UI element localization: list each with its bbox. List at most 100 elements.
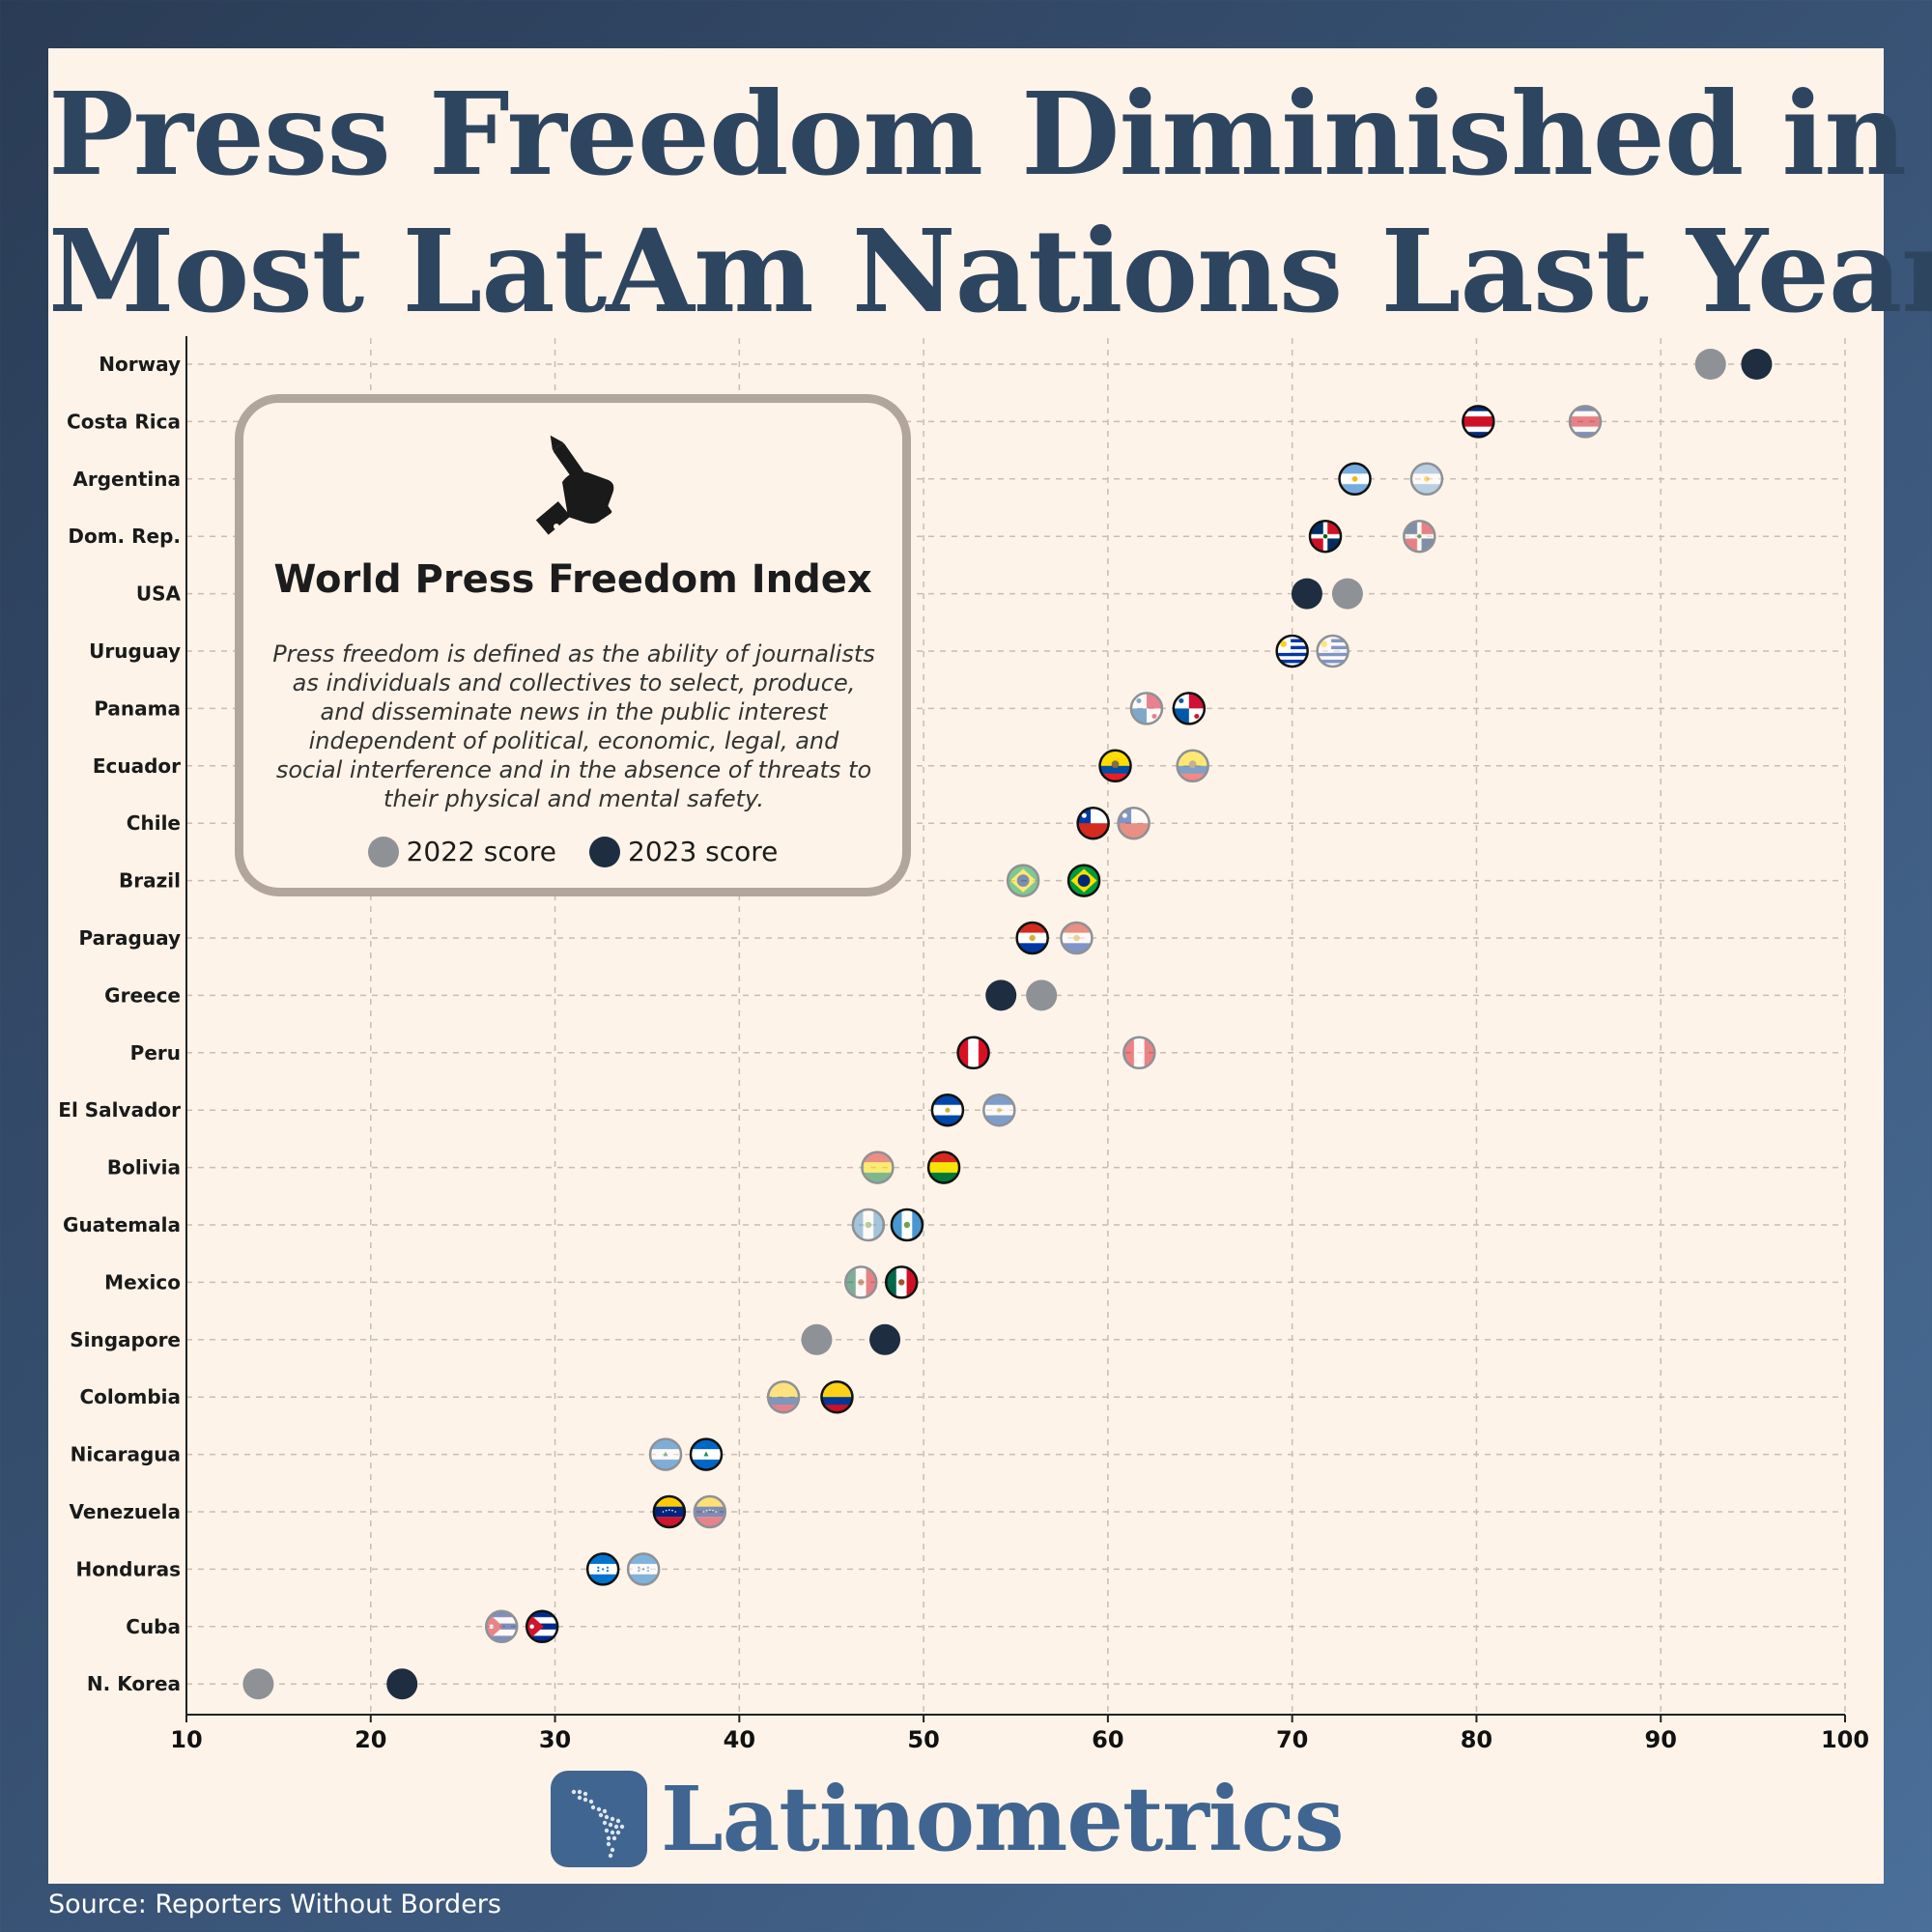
x-tick-label: 10 <box>170 1726 202 1753</box>
axes: 10 20 30 40 50 60 70 80 90 100 <box>170 336 1869 1753</box>
point-2022 <box>1409 462 1444 497</box>
country-label: Brazil <box>119 869 181 893</box>
point-2023 <box>985 980 1017 1011</box>
point-2022 <box>1316 634 1350 668</box>
legend: 2022 score 2023 score <box>243 836 902 867</box>
legend-swatch-2023 <box>589 836 620 867</box>
point-2022 <box>1568 405 1603 439</box>
point-2023 <box>820 1379 854 1414</box>
country-label: N. Korea <box>87 1672 181 1695</box>
country-label: Mexico <box>104 1270 181 1293</box>
point-2022 <box>1026 980 1058 1011</box>
country-label: Argentina <box>72 468 181 491</box>
point-2022 <box>861 1151 895 1184</box>
point-2022 <box>693 1494 727 1529</box>
point-2023 <box>1338 462 1372 497</box>
country-label: Uruguay <box>89 639 181 663</box>
point-2022 <box>1006 864 1040 897</box>
chart-title-line-1: Press Freedom Diminished in <box>48 67 1907 201</box>
point-2023 <box>1098 749 1132 783</box>
country-label: Chile <box>127 811 181 835</box>
country-label: Dom. Rep. <box>68 525 181 548</box>
point-2022 <box>1117 806 1151 840</box>
country-label: Venezuela <box>69 1500 181 1523</box>
point-2023 <box>890 1208 924 1242</box>
country-label: Peru <box>130 1041 181 1065</box>
point-2022 <box>766 1379 801 1414</box>
point-2022 <box>1176 749 1209 783</box>
x-tick-label: 30 <box>539 1726 571 1753</box>
point-2022 <box>982 1093 1016 1127</box>
x-tick-label: 50 <box>907 1726 939 1753</box>
country-label: Bolivia <box>107 1156 181 1179</box>
x-tick-label: 90 <box>1645 1726 1677 1753</box>
point-2022 <box>801 1323 833 1355</box>
background-panel <box>48 48 1884 1884</box>
chart-title-line-2: Most LatAm Nations Last Year <box>48 204 1932 338</box>
point-2022 <box>843 1265 878 1299</box>
info-box-description: Press freedom is defined as the ability … <box>272 640 875 812</box>
legend-swatch-2022 <box>367 836 399 867</box>
country-label: USA <box>136 582 182 606</box>
x-tick-label: 100 <box>1821 1726 1869 1753</box>
latam-map-logo-icon <box>551 1771 647 1867</box>
country-label: Nicaragua <box>71 1443 181 1466</box>
legend-label-2023: 2023 score <box>628 836 779 867</box>
country-label: Costa Rica <box>67 410 181 433</box>
point-2023 <box>1308 519 1343 554</box>
legend-item-2023: 2023 score <box>589 836 778 867</box>
country-label: Paraguay <box>79 926 181 950</box>
legend-label-2022: 2022 score <box>406 836 556 867</box>
x-tick-label: 80 <box>1461 1726 1492 1753</box>
country-label: Colombia <box>79 1385 181 1408</box>
country-label: Cuba <box>126 1615 181 1638</box>
point-2023 <box>1462 405 1495 439</box>
country-label: El Salvador <box>58 1098 181 1122</box>
point-2022 <box>484 1609 519 1644</box>
x-tick-label: 60 <box>1092 1726 1123 1753</box>
x-tick-label: 20 <box>355 1726 386 1753</box>
point-2023 <box>652 1494 687 1529</box>
point-2022 <box>1331 578 1363 610</box>
country-label: Panama <box>94 696 181 720</box>
x-tick-label: 40 <box>724 1726 755 1753</box>
country-labels: Norway Costa Rica Argentina Dom. Rep. USA Uru… <box>58 353 181 1695</box>
point-2022 <box>648 1437 683 1471</box>
point-2023 <box>1076 806 1110 840</box>
point-2023 <box>1172 692 1207 725</box>
point-2023 <box>1275 634 1309 668</box>
point-2023 <box>884 1265 919 1299</box>
country-label: Singapore <box>70 1328 181 1351</box>
country-label: Ecuador <box>93 754 181 778</box>
point-2022 <box>1129 692 1164 725</box>
point-2023 <box>525 1609 559 1644</box>
point-2023 <box>930 1093 965 1127</box>
point-2023 <box>1291 578 1322 610</box>
brand: Latinometrics <box>551 1766 1381 1872</box>
point-2023 <box>1066 864 1101 897</box>
country-label: Greece <box>104 983 181 1007</box>
point-2022 <box>1060 921 1094 955</box>
point-2023 <box>926 1151 961 1184</box>
point-2023 <box>956 1036 990 1070</box>
country-label: Guatemala <box>63 1213 181 1236</box>
point-2023 <box>585 1552 620 1586</box>
point-2022 <box>242 1668 274 1700</box>
legend-item-2022: 2022 score <box>367 836 556 867</box>
point-2022 <box>851 1208 886 1242</box>
point-2023 <box>869 1323 901 1355</box>
x-tick-label: 70 <box>1276 1726 1308 1753</box>
point-2023 <box>689 1437 724 1471</box>
point-2023 <box>1741 349 1773 380</box>
point-2022 <box>1122 1036 1156 1070</box>
country-label: Honduras <box>75 1557 181 1580</box>
brand-name: Latinometrics <box>661 1767 1345 1871</box>
point-2022 <box>1694 349 1726 380</box>
point-2023 <box>386 1668 418 1700</box>
hand-holding-pencil-icon <box>535 435 614 535</box>
info-box: World Press Freedom Index Press freedom … <box>235 394 911 896</box>
info-box-title: World Press Freedom Index <box>273 557 872 602</box>
country-label: Norway <box>99 353 181 376</box>
chart-title: Press Freedom Diminished in Most LatAm N… <box>48 66 1932 340</box>
